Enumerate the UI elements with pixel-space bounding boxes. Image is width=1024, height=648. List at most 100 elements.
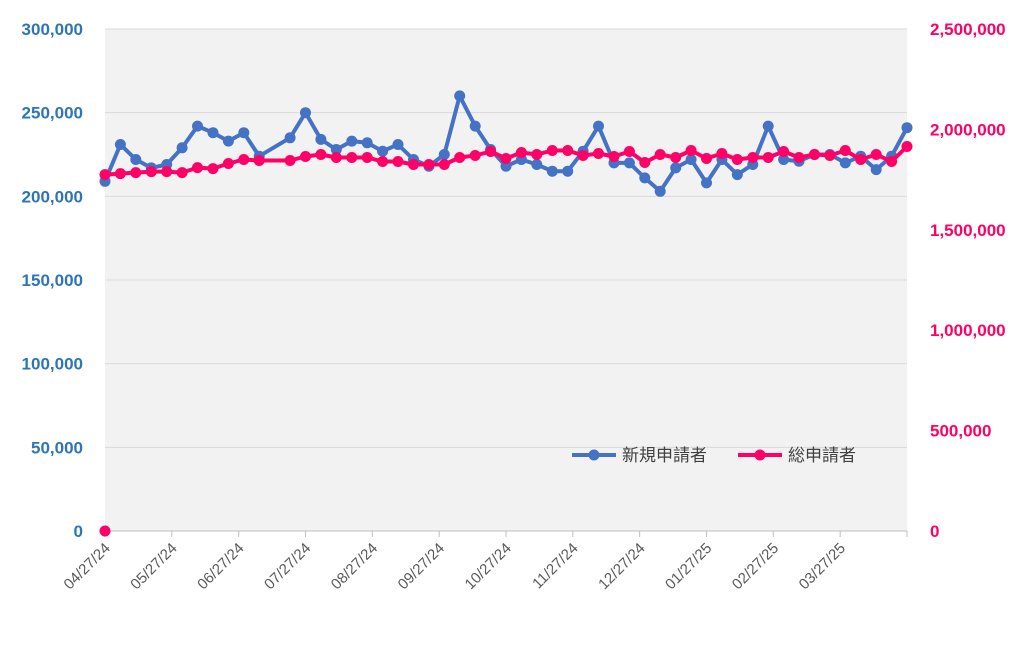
series-total-applicants-point: [747, 152, 759, 163]
y-axis-left: 0 50,000 100,000 150,000 200,000 250,000 300,0…: [22, 20, 83, 541]
series-total-applicants-point: [408, 159, 419, 170]
series-total-applicants-point: [130, 167, 142, 179]
x-tick-label: 01/27/25: [662, 540, 715, 593]
series-total-applicants-point: [485, 146, 497, 157]
series-total-applicants-point: [654, 149, 666, 160]
x-tick-label: 07/27/24: [261, 540, 314, 593]
series-total-applicants-point: [839, 145, 851, 156]
series-total-applicants-point: [222, 158, 234, 169]
series-total-applicants-point: [670, 152, 682, 163]
series-new-applicants-point: [284, 132, 296, 144]
y-left-tick-label: 300,000: [22, 20, 83, 39]
y-left-tick-label: 150,000: [22, 271, 83, 290]
legend-total-applicants-marker: [754, 449, 766, 461]
series-total-applicants-point: [731, 154, 743, 165]
series-total-applicants-point: [238, 154, 250, 165]
series-total-applicants-point: [716, 148, 728, 159]
series-total-applicants-point: [778, 146, 790, 157]
series-total-applicants-point: [809, 149, 820, 160]
series-total-applicants-point: [562, 145, 574, 156]
x-tick-label: 09/27/24: [395, 540, 448, 593]
series-new-applicants-point: [438, 149, 450, 160]
y-left-tick-label: 200,000: [22, 187, 83, 206]
series-new-applicants-point: [392, 139, 404, 150]
series-new-applicants-point: [593, 120, 604, 132]
series-total-applicants-point: [855, 154, 867, 165]
x-tick-label: 08/27/24: [328, 540, 381, 593]
series-total-applicants-point: [284, 155, 296, 166]
series-new-applicants-point: [701, 177, 712, 189]
series-new-applicants-point: [114, 139, 126, 150]
series-new-applicants-point: [762, 120, 774, 132]
series-total-applicants-point: [423, 159, 435, 170]
x-tick-label: 05/27/24: [127, 540, 180, 593]
x-tick-label: 02/27/25: [729, 540, 782, 593]
series-total-applicants-point: [515, 147, 527, 158]
series-total-applicants-point: [870, 149, 882, 160]
series-layer: [99, 90, 913, 537]
series-total-applicants-point: [685, 145, 697, 156]
y-right-tick-label: 2,500,000: [930, 20, 1006, 39]
series-new-applicants-point: [685, 154, 697, 165]
series-new-applicants-point: [901, 122, 913, 134]
series-total-applicants-point: [114, 168, 126, 180]
series-new-applicants-point: [361, 137, 373, 149]
series-total-applicants-point: [145, 166, 157, 178]
series-new-applicants-point: [731, 169, 743, 181]
x-axis: 04/27/24 05/27/24 06/27/24 07/27/24 08/27/24…: [61, 530, 908, 593]
series-total-applicants-point: [99, 525, 111, 537]
gridlines: [105, 28, 907, 448]
series-total-applicants-point: [377, 156, 389, 167]
series-new-applicants-point: [377, 145, 389, 157]
series-total-applicants-point: [207, 163, 219, 175]
series-total-applicants-point: [824, 150, 836, 161]
series-total-applicants-point: [161, 166, 173, 178]
series-new-applicants-point: [500, 160, 512, 172]
series-total-applicants-point: [176, 167, 188, 179]
series-new-applicants-point: [546, 165, 558, 177]
series-new-applicants-point: [670, 162, 682, 174]
series-new-applicants-point: [623, 157, 635, 169]
series-total-applicants-point: [886, 156, 898, 167]
legend-new-applicants-marker: [588, 449, 600, 461]
series-new-applicants-point: [300, 107, 311, 119]
y-left-tick-label: 250,000: [22, 104, 83, 123]
series-new-applicants-point: [315, 133, 327, 145]
series-total-applicants-point: [438, 159, 450, 170]
series-new-applicants-point: [454, 90, 466, 102]
series-total-applicants-point: [469, 150, 481, 161]
series-total-applicants-point: [531, 149, 543, 160]
series-total-applicants-point: [701, 153, 712, 164]
series-new-applicants-point: [469, 120, 481, 132]
series-total-applicants-point: [315, 149, 327, 160]
x-tick-label: 03/27/25: [796, 540, 849, 593]
series-new-applicants-point: [870, 164, 882, 176]
series-new-applicants-point: [192, 120, 203, 132]
series-total-applicants-point: [901, 141, 913, 152]
series-new-applicants-point: [176, 142, 188, 154]
series-total-applicants-point: [253, 155, 265, 166]
x-tick-label: 10/27/24: [462, 540, 515, 593]
series-new-applicants-point: [839, 157, 851, 169]
series-total-applicants-point: [762, 152, 774, 163]
series-total-applicants-point: [593, 148, 604, 159]
series-total-applicants-point: [361, 152, 373, 163]
series-total-applicants-point: [99, 169, 111, 181]
series-total-applicants-point: [346, 152, 358, 163]
series-new-applicants-point: [238, 127, 250, 139]
y-right-tick-label: 1,500,000: [930, 221, 1006, 240]
series-new-applicants-point: [207, 127, 219, 139]
y-axis-right: 0 500,000 1,000,000 1,500,000 2,000,000 2,500…: [930, 20, 1006, 541]
y-right-tick-label: 1,000,000: [930, 321, 1006, 340]
series-new-applicants-point: [531, 159, 543, 170]
series-total-applicants-point: [392, 156, 404, 167]
legend-total-applicants-label: 総申請者: [788, 446, 856, 466]
series-total-applicants-point: [546, 145, 558, 156]
series-new-applicants-point: [778, 154, 790, 165]
series-new-applicants-point: [330, 144, 342, 155]
series-total-applicants-point: [577, 150, 589, 161]
series-total-applicants-point: [500, 153, 512, 164]
y-right-tick-label: 500,000: [930, 422, 991, 441]
series-new-applicants-point: [562, 165, 574, 177]
